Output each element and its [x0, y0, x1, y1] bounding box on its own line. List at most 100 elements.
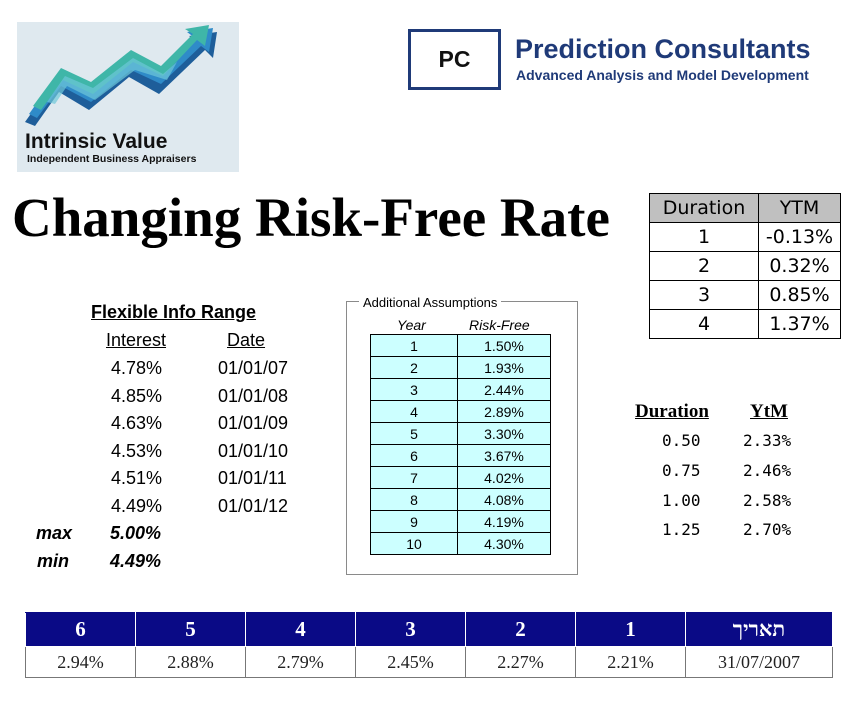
table-row: 3 2.44%	[370, 378, 551, 401]
table-cell-date: 31/07/2007	[685, 646, 833, 678]
table-cell: 2.89%	[457, 400, 551, 423]
duration-value: 1.00	[662, 491, 701, 510]
table-cell: 3.30%	[457, 422, 551, 445]
ytm-value: 2.58%	[743, 491, 792, 510]
table-cell: 4.19%	[457, 510, 551, 533]
table-cell: 8	[370, 488, 458, 511]
flex-max-label: max	[36, 523, 73, 543]
table-row: 8 4.08%	[370, 488, 551, 511]
table-row: 5 3.30%	[370, 422, 551, 445]
table-cell: 1	[370, 334, 458, 357]
table-header-duration: Duration	[649, 193, 759, 223]
table-row: 2.94% 2.88% 2.79% 2.45% 2.27% 2.21% 31/0…	[25, 646, 833, 678]
flex-interest-value: 4.63%	[111, 413, 163, 433]
ytm-table: Duration YTM 1 -0.13% 2 0.32% 3 0.85% 4 …	[649, 193, 841, 339]
table-cell: 5	[370, 422, 458, 445]
table-cell: 7	[370, 466, 458, 489]
rising-arrows-logo-icon	[25, 25, 217, 126]
pc-tagline: Advanced Analysis and Model Development	[516, 67, 809, 83]
flex-date-value: 01/01/11	[218, 468, 287, 488]
table-row: 2 0.32%	[649, 251, 841, 281]
table-row: 3 0.85%	[649, 280, 841, 310]
table-cell: 1.93%	[457, 356, 551, 379]
table-header: 2	[465, 612, 576, 647]
table-cell: 2.45%	[355, 646, 466, 678]
table-row: 2 1.93%	[370, 356, 551, 379]
table-cell: 2.94%	[25, 646, 136, 678]
pc-logo-box: PC	[408, 29, 501, 90]
flex-interest-value: 4.78%	[111, 358, 163, 378]
assumptions-table: 1 1.50% 2 1.93% 3 2.44% 4 2.89% 5 3.30% 6 3.67…	[370, 334, 551, 555]
ytm-value: 2.70%	[743, 520, 792, 539]
table-cell: 6	[370, 444, 458, 467]
flex-date-value: 01/01/10	[218, 441, 289, 461]
ytm-heading: YtM	[750, 401, 788, 422]
table-cell: 4	[649, 309, 759, 339]
flex-min-value: 4.49%	[110, 551, 162, 571]
table-cell: 4	[370, 400, 458, 423]
table-cell: 2.44%	[457, 378, 551, 401]
flex-col-date: Date	[227, 330, 266, 350]
table-header: 6	[25, 612, 136, 647]
table-header-row: 6 5 4 3 2 1 תאריך	[25, 612, 833, 647]
table-header: 1	[575, 612, 686, 647]
flex-date-value: 01/01/09	[218, 413, 289, 433]
table-header: 5	[135, 612, 246, 647]
table-cell: 2.27%	[465, 646, 576, 678]
page-title: Changing Risk-Free Rate	[12, 187, 610, 248]
table-header: 3	[355, 612, 466, 647]
ytm-value: 2.46%	[743, 461, 792, 480]
table-cell: 4.02%	[457, 466, 551, 489]
assumptions-col-riskfree: Risk-Free	[469, 317, 530, 333]
flex-range-heading: Flexible Info Range	[91, 302, 257, 322]
ytm-value: 2.33%	[743, 431, 792, 450]
table-cell: 2.79%	[245, 646, 356, 678]
flex-interest-value: 4.53%	[111, 441, 163, 461]
table-row: 1 1.50%	[370, 334, 551, 357]
duration-value: 1.25	[662, 520, 701, 539]
assumptions-legend: Additional Assumptions	[359, 295, 502, 310]
intrinsic-value-name: Intrinsic Value	[25, 130, 168, 153]
table-cell: 4.08%	[457, 488, 551, 511]
duration-heading: Duration	[635, 401, 709, 422]
flex-min-label: min	[37, 551, 70, 571]
intrinsic-value-logo: Intrinsic Value Independent Business App…	[17, 22, 239, 172]
flex-col-interest: Interest	[106, 330, 167, 350]
table-header-row: Duration YTM	[649, 193, 841, 223]
table-row: 4 2.89%	[370, 400, 551, 423]
table-cell: 0.85%	[758, 280, 841, 310]
duration-value: 0.50	[662, 431, 701, 450]
table-header-date: תאריך	[685, 612, 833, 647]
table-row: 1 -0.13%	[649, 222, 841, 252]
table-cell: 2.21%	[575, 646, 686, 678]
flex-interest-value: 4.51%	[111, 468, 163, 488]
assumptions-col-year: Year	[397, 317, 426, 333]
pc-logo-text: PC	[438, 46, 471, 72]
flex-interest-value: 4.85%	[111, 386, 163, 406]
flex-interest-value: 4.49%	[111, 496, 163, 516]
table-row: 6 3.67%	[370, 444, 551, 467]
table-row: 7 4.02%	[370, 466, 551, 489]
table-cell: 10	[370, 532, 458, 555]
flex-max-value: 5.00%	[110, 523, 162, 543]
table-cell: 3.67%	[457, 444, 551, 467]
flex-date-value: 01/01/12	[218, 496, 289, 516]
flex-date-value: 01/01/08	[218, 386, 289, 406]
table-cell: 2	[370, 356, 458, 379]
table-cell: 4.30%	[457, 532, 551, 555]
table-cell: 0.32%	[758, 251, 841, 281]
table-header-ytm: YTM	[758, 193, 841, 223]
bottom-rates-table: 6 5 4 3 2 1 תאריך 2.94% 2.88% 2.79% 2.45…	[25, 612, 833, 678]
table-cell: 3	[649, 280, 759, 310]
table-cell: 9	[370, 510, 458, 533]
flex-date-value: 01/01/07	[218, 358, 289, 378]
table-row: 9 4.19%	[370, 510, 551, 533]
table-cell: 1.37%	[758, 309, 841, 339]
table-cell: 2.88%	[135, 646, 246, 678]
pc-company-name: Prediction Consultants	[515, 34, 811, 64]
table-row: 10 4.30%	[370, 532, 551, 555]
table-cell: 1.50%	[457, 334, 551, 357]
table-header: 4	[245, 612, 356, 647]
table-cell: 2	[649, 251, 759, 281]
table-cell: -0.13%	[758, 222, 841, 252]
